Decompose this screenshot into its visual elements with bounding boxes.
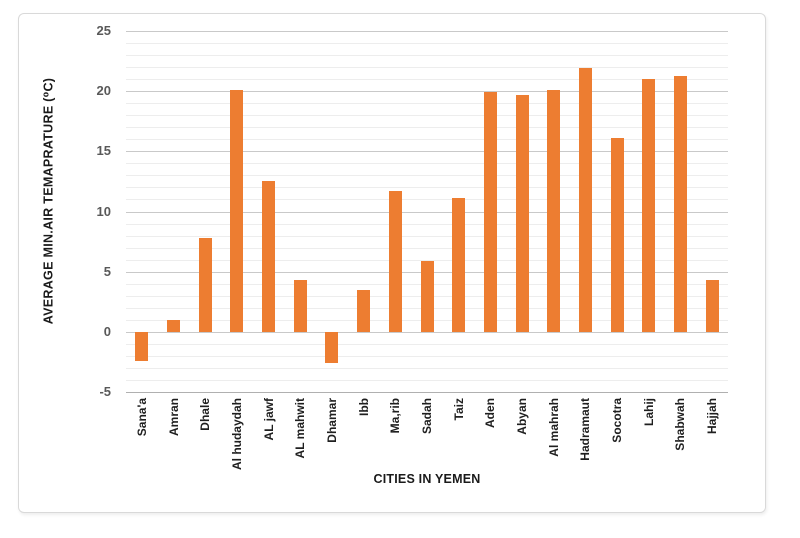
x-axis-title: CITIES IN YEMEN [373,472,481,486]
bar-sadah[interactable] [420,260,434,332]
bar-dhale[interactable] [198,237,212,332]
minor-gridline [126,139,728,141]
major-gridline [126,392,728,393]
bar-taiz[interactable] [452,198,466,332]
x-axis-label: Al mahrah [546,398,561,457]
x-axis-label: AL mahwit [293,398,308,459]
minor-gridline [126,379,728,381]
minor-gridline [126,67,728,69]
x-axis-label: Taiz [451,398,466,421]
minor-gridline [126,103,728,105]
bar-ibb[interactable] [357,289,371,332]
bar-hadramaut[interactable] [578,68,592,332]
major-gridline [126,91,728,93]
major-gridline [126,331,728,333]
bar-socotra[interactable] [610,138,624,332]
bar-shabwah[interactable] [673,75,687,332]
minor-gridline [126,235,728,237]
bar-hajjah[interactable] [705,280,719,332]
bar-aden[interactable] [483,92,497,332]
minor-gridline [126,127,728,129]
x-axis-label: Dhale [198,398,213,431]
x-axis-label: Al hudaydah [229,398,244,471]
bar-abyan[interactable] [515,94,529,332]
major-gridline [126,151,728,153]
minor-gridline [126,115,728,117]
minor-gridline [126,187,728,189]
x-axis-label: Abyan [515,398,530,435]
minor-gridline [126,223,728,225]
x-axis-label: Sadah [420,398,434,435]
bar-lahij[interactable] [642,79,656,332]
x-axis-label: AL jawf [261,398,276,441]
x-axis-label: Socotra [610,398,625,443]
x-axis-label: Hajjah [705,398,720,435]
bar-sana-a[interactable] [135,331,149,361]
bar-dhamar[interactable] [325,331,339,364]
minor-gridline [126,175,728,177]
y-axis-title: AVERAGE MIN.AIR TEMAPRATURE (⁰C) [41,77,56,325]
minor-gridline [126,79,728,81]
bar-al-mahrah[interactable] [547,89,561,332]
minor-gridline [126,55,728,57]
chart-frame[interactable]: AVERAGE MIN.AIR TEMAPRATURE (⁰C) 25 20 15 1… [18,13,766,513]
x-axis-label: Shabwah [673,398,688,451]
minor-gridline [126,199,728,201]
x-axis-label: Sana'a [134,398,149,437]
minor-gridline [126,43,728,45]
minor-gridline [126,163,728,165]
y-tick-label: 10 [96,203,111,219]
major-gridline [126,211,728,213]
x-axis-label: Aden [483,398,498,428]
x-axis-label: Amran [166,398,181,437]
y-tick-label: 20 [96,83,111,99]
minor-gridline [126,355,728,357]
x-axis-label: Ibb [356,398,371,416]
bar-al-hudaydah[interactable] [230,89,244,332]
x-axis-label: Hadramaut [578,398,593,461]
bar-al-jawf[interactable] [262,181,276,332]
y-tick-label: 0 [103,323,111,339]
major-gridline [126,31,728,32]
minor-gridline [126,367,728,369]
y-tick-label: 5 [103,263,111,279]
y-tick-label: -5 [99,384,111,399]
y-tick-label: 25 [96,23,111,38]
x-axis-label: Dhamar [324,398,339,443]
minor-gridline [126,259,728,261]
bar-amran[interactable] [167,319,181,332]
minor-gridline [126,343,728,345]
y-tick-label: 15 [96,143,111,159]
bar-al-mahwit[interactable] [293,280,307,332]
x-axis-label: Ma,rib [388,398,403,434]
x-axis-label: Lahij [641,398,656,427]
minor-gridline [126,247,728,249]
plot-area [126,31,728,393]
bar-ma-rib[interactable] [388,191,402,332]
